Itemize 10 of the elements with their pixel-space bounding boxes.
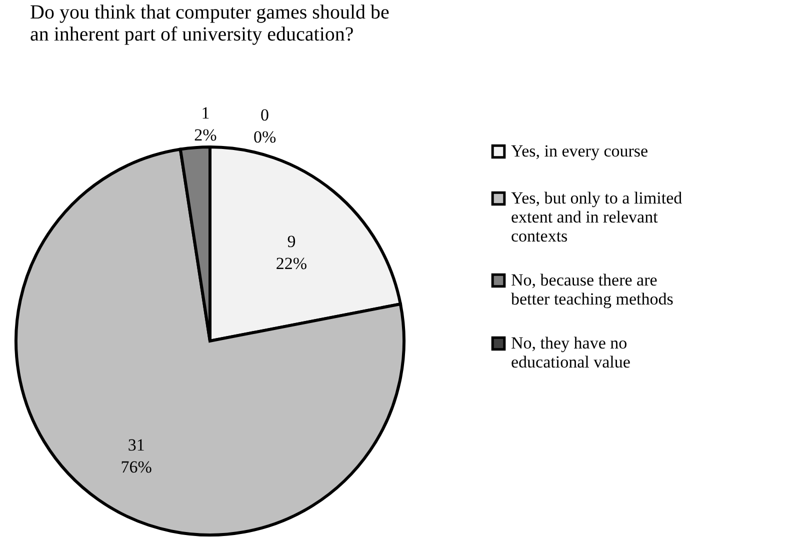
data-label: 9 22% [276,232,308,274]
legend-label: Yes, in every course [511,142,648,160]
data-label: 1 2% [194,104,217,145]
legend-label: No, they have no educational value [511,334,630,372]
data-label: 31 76% [120,436,152,477]
legend-label: Yes, but only to a limited extent and in relevant contexts [511,188,683,246]
pie-slice [14,148,406,536]
text: 0 0% [253,106,276,147]
chart-title: Do you think that computer games should be an inherent part of university education? [30,2,390,46]
legend-label: No, because there are better teaching methods [511,270,674,308]
